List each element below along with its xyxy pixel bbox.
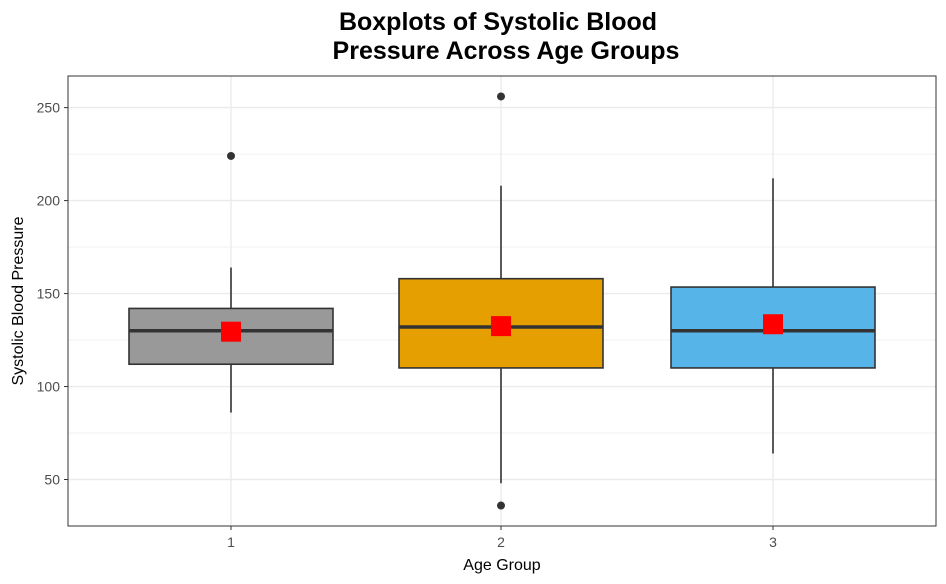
y-tick-label: 250 [37, 100, 61, 116]
mean-marker [763, 314, 783, 335]
x-axis-title: Age Group [463, 557, 540, 574]
box-group-2 [398, 92, 604, 510]
y-axis-title: Systolic Blood Pressure [10, 216, 27, 385]
x-axis-ticks: 1 2 3 [227, 526, 777, 550]
x-tick-label: 1 [227, 534, 235, 550]
chart-title-line-2: Pressure Across Age Groups [333, 37, 680, 65]
y-tick-label: 100 [37, 379, 61, 395]
outlier-point [497, 501, 505, 510]
y-axis-ticks: 50 100 150 200 250 [37, 100, 68, 488]
y-tick-label: 150 [37, 286, 61, 302]
box-iqr [670, 286, 876, 369]
y-tick-label: 200 [37, 193, 61, 209]
mean-marker [491, 316, 511, 337]
mean-marker [221, 321, 241, 342]
box-group-1 [128, 151, 334, 413]
y-tick-label: 50 [44, 472, 60, 488]
chart-title-line-1: Boxplots of Systolic Blood [339, 8, 657, 36]
outlier-point [497, 92, 505, 101]
boxes-layer [128, 92, 876, 510]
x-tick-label: 2 [497, 534, 505, 550]
plot-panel-border [67, 75, 937, 527]
outlier-point [227, 151, 235, 160]
box-group-3 [670, 178, 876, 454]
x-tick-label: 3 [769, 534, 777, 550]
